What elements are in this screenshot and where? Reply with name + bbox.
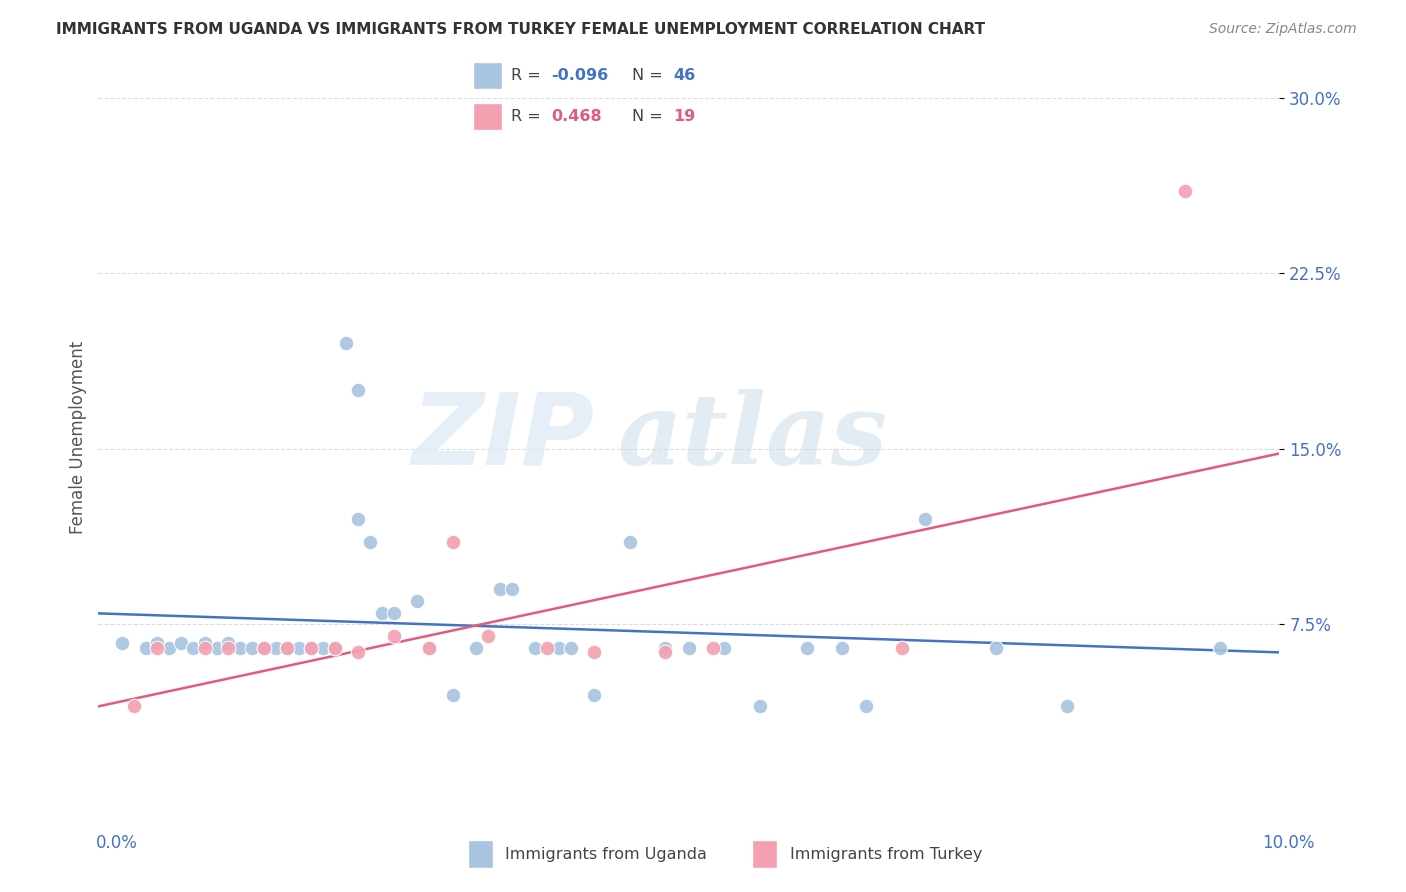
Point bbox=[347, 384, 370, 398]
Point bbox=[831, 640, 853, 655]
FancyBboxPatch shape bbox=[752, 840, 778, 868]
FancyBboxPatch shape bbox=[468, 840, 492, 868]
Point bbox=[253, 640, 276, 655]
Point bbox=[194, 640, 217, 655]
Point bbox=[170, 636, 193, 650]
Point bbox=[984, 640, 1007, 655]
Point bbox=[229, 640, 252, 655]
Text: Source: ZipAtlas.com: Source: ZipAtlas.com bbox=[1209, 22, 1357, 37]
Point bbox=[217, 640, 239, 655]
Point bbox=[371, 606, 394, 620]
Point bbox=[477, 629, 499, 643]
Point bbox=[524, 640, 547, 655]
Point bbox=[111, 636, 134, 650]
Text: N =: N = bbox=[633, 68, 668, 83]
Point bbox=[312, 640, 335, 655]
Text: atlas: atlas bbox=[619, 389, 889, 485]
Point bbox=[748, 699, 770, 714]
Point bbox=[276, 640, 298, 655]
Point bbox=[205, 640, 228, 655]
Point bbox=[382, 606, 405, 620]
Point bbox=[560, 640, 582, 655]
Point bbox=[890, 640, 912, 655]
Point bbox=[548, 640, 571, 655]
Point bbox=[240, 640, 263, 655]
Y-axis label: Female Unemployment: Female Unemployment bbox=[69, 341, 87, 533]
Text: 0.468: 0.468 bbox=[551, 109, 602, 124]
Text: 10.0%: 10.0% bbox=[1263, 834, 1315, 852]
FancyBboxPatch shape bbox=[472, 62, 502, 89]
Point bbox=[654, 646, 676, 660]
Point bbox=[619, 535, 641, 549]
Point bbox=[441, 688, 464, 702]
Text: Immigrants from Turkey: Immigrants from Turkey bbox=[790, 847, 981, 862]
Point bbox=[347, 646, 370, 660]
Point bbox=[441, 535, 464, 549]
Text: 46: 46 bbox=[673, 68, 696, 83]
Point bbox=[299, 640, 322, 655]
Point bbox=[135, 640, 157, 655]
Text: 19: 19 bbox=[673, 109, 696, 124]
Point bbox=[1174, 184, 1197, 198]
Point bbox=[678, 640, 700, 655]
Point bbox=[583, 688, 606, 702]
Point bbox=[418, 640, 440, 655]
Point bbox=[583, 646, 606, 660]
Point bbox=[406, 594, 429, 608]
Text: N =: N = bbox=[633, 109, 668, 124]
Point bbox=[359, 535, 381, 549]
Point bbox=[713, 640, 735, 655]
Point bbox=[146, 640, 169, 655]
Point bbox=[855, 699, 877, 714]
Point bbox=[418, 640, 440, 655]
Text: ZIP: ZIP bbox=[412, 389, 595, 485]
FancyBboxPatch shape bbox=[472, 103, 502, 130]
Point bbox=[288, 640, 311, 655]
Point bbox=[382, 629, 405, 643]
Point bbox=[335, 336, 357, 351]
Text: IMMIGRANTS FROM UGANDA VS IMMIGRANTS FROM TURKEY FEMALE UNEMPLOYMENT CORRELATION: IMMIGRANTS FROM UGANDA VS IMMIGRANTS FRO… bbox=[56, 22, 986, 37]
Point bbox=[157, 640, 180, 655]
Point bbox=[347, 512, 370, 526]
Text: 0.0%: 0.0% bbox=[96, 834, 138, 852]
Point bbox=[181, 640, 204, 655]
Point bbox=[323, 640, 346, 655]
Point bbox=[146, 636, 169, 650]
Text: R =: R = bbox=[512, 109, 551, 124]
Point bbox=[796, 640, 818, 655]
Point bbox=[654, 640, 676, 655]
Point bbox=[914, 512, 936, 526]
Text: Immigrants from Uganda: Immigrants from Uganda bbox=[505, 847, 707, 862]
Point bbox=[264, 640, 287, 655]
Point bbox=[253, 640, 276, 655]
Point bbox=[1056, 699, 1078, 714]
Point bbox=[323, 640, 346, 655]
Point bbox=[217, 636, 239, 650]
Point bbox=[465, 640, 488, 655]
Point bbox=[276, 640, 298, 655]
Point bbox=[501, 582, 523, 597]
Text: -0.096: -0.096 bbox=[551, 68, 609, 83]
Point bbox=[194, 636, 217, 650]
Point bbox=[702, 640, 724, 655]
Text: R =: R = bbox=[512, 68, 546, 83]
Point bbox=[1209, 640, 1232, 655]
Point bbox=[536, 640, 558, 655]
Point bbox=[299, 640, 322, 655]
Point bbox=[122, 699, 145, 714]
Point bbox=[489, 582, 512, 597]
